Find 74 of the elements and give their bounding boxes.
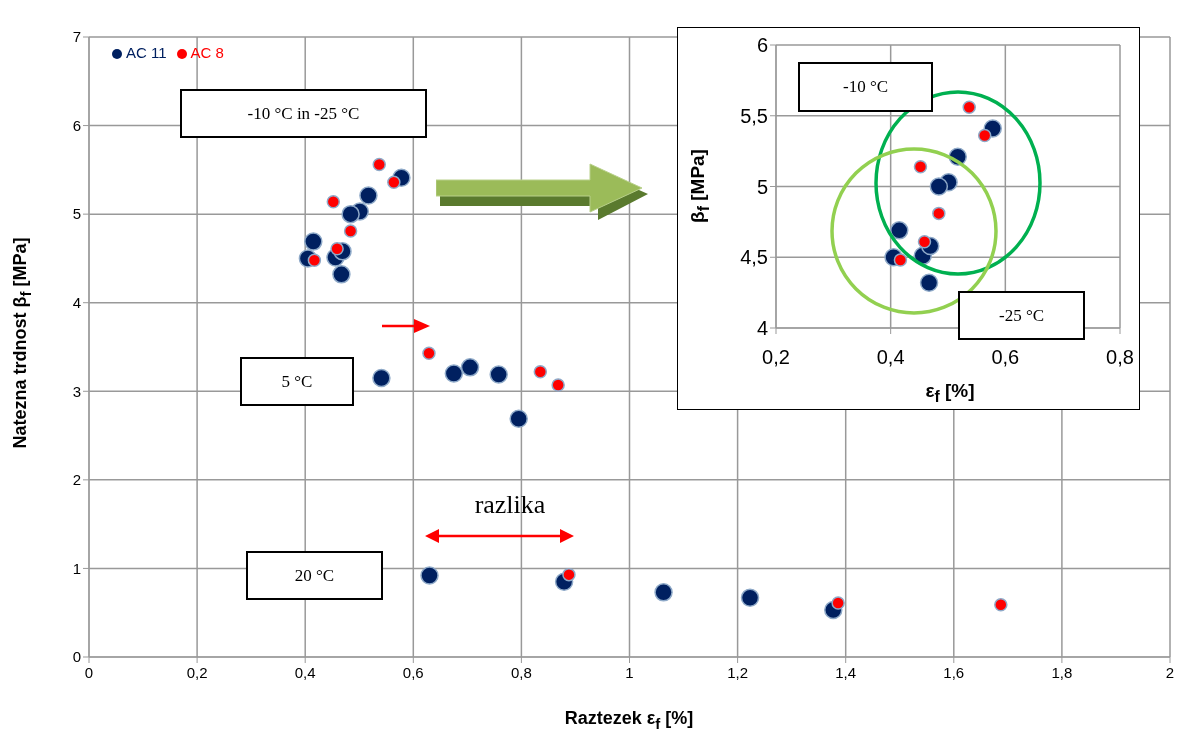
- y-tick-label: 2: [72, 471, 81, 489]
- x-tick-label: 0,6: [991, 346, 1020, 369]
- point: [444, 364, 464, 383]
- y-tick-label: 0: [72, 648, 81, 666]
- label-box: 20 °C: [246, 551, 383, 600]
- point: [341, 204, 360, 224]
- point: [551, 378, 565, 392]
- point: [304, 232, 323, 251]
- y-tick-label: 4: [72, 294, 81, 312]
- x-tick-label: 1,4: [835, 663, 857, 681]
- point: [913, 159, 928, 174]
- x-tick-label: 2: [1165, 663, 1175, 681]
- x-tick-label: 0,8: [1106, 346, 1134, 369]
- point: [893, 253, 908, 267]
- point: [422, 346, 436, 360]
- x-tick-label: 0: [84, 663, 94, 681]
- point: [509, 409, 528, 428]
- label-box: -25 °C: [958, 291, 1085, 340]
- point: [740, 588, 760, 607]
- y-tick-label: 3: [72, 382, 81, 400]
- x-tick-label: 0,4: [294, 663, 316, 681]
- point: [890, 221, 909, 240]
- y-tick-label: 4: [756, 317, 768, 340]
- point: [372, 368, 391, 388]
- x-axis-title: ε$_{f}$ [%]: [925, 380, 975, 406]
- y-tick-label: 5,5: [740, 104, 768, 127]
- point: [326, 194, 341, 209]
- point: [332, 265, 351, 284]
- point: [489, 365, 508, 384]
- x-tick-label: 1,8: [1051, 663, 1073, 681]
- x-tick-label: 0,6: [402, 663, 424, 681]
- legend-label: AC 8: [190, 44, 224, 61]
- point: [932, 206, 946, 221]
- point: [831, 596, 845, 610]
- point: [919, 273, 939, 292]
- x-tick-label: 1: [625, 663, 634, 681]
- point: [654, 583, 673, 602]
- x-tick-label: 0,4: [876, 346, 905, 369]
- point: [387, 175, 401, 190]
- x-tick-label: 1,2: [727, 663, 749, 681]
- legend-label: AC 11: [126, 44, 167, 61]
- point: [460, 358, 480, 377]
- x-tick-label: 1,6: [943, 663, 965, 681]
- annotation: -10 °C: [842, 77, 889, 97]
- x-tick-label: 0,8: [510, 663, 532, 681]
- label-box: -10 °C in -25 °C: [180, 89, 427, 138]
- point: [343, 224, 358, 238]
- point: [307, 253, 322, 267]
- annotation: 5 °C: [281, 371, 313, 392]
- point: [929, 177, 949, 196]
- y-tick-label: 6: [756, 34, 768, 57]
- point: [359, 186, 378, 205]
- annotation: 20 °C: [294, 565, 335, 586]
- point: [330, 241, 344, 256]
- annotation: -25 °C: [998, 305, 1045, 326]
- label-box: -10 °C: [798, 62, 933, 112]
- y-tick-label: 4,5: [740, 246, 768, 269]
- x-axis-title: Raztezek ε$_{f}$ [%]: [564, 708, 694, 732]
- annotation: razlika: [474, 490, 546, 520]
- point: [372, 157, 386, 172]
- y-tick-label: 7: [72, 28, 81, 46]
- annotation: -10 °C in -25 °C: [247, 103, 360, 124]
- point: [962, 100, 976, 115]
- point: [420, 566, 439, 585]
- y-tick-label: 5: [756, 175, 768, 198]
- point: [533, 365, 548, 379]
- x-tick-label: 0,2: [186, 663, 208, 681]
- point: [977, 128, 992, 143]
- label-box: 5 °C: [240, 357, 354, 406]
- x-tick-label: 0,2: [762, 346, 790, 369]
- y-tick-label: 1: [72, 559, 81, 577]
- point: [994, 597, 1008, 612]
- y-tick-label: 6: [72, 116, 81, 134]
- y-tick-label: 5: [72, 205, 81, 223]
